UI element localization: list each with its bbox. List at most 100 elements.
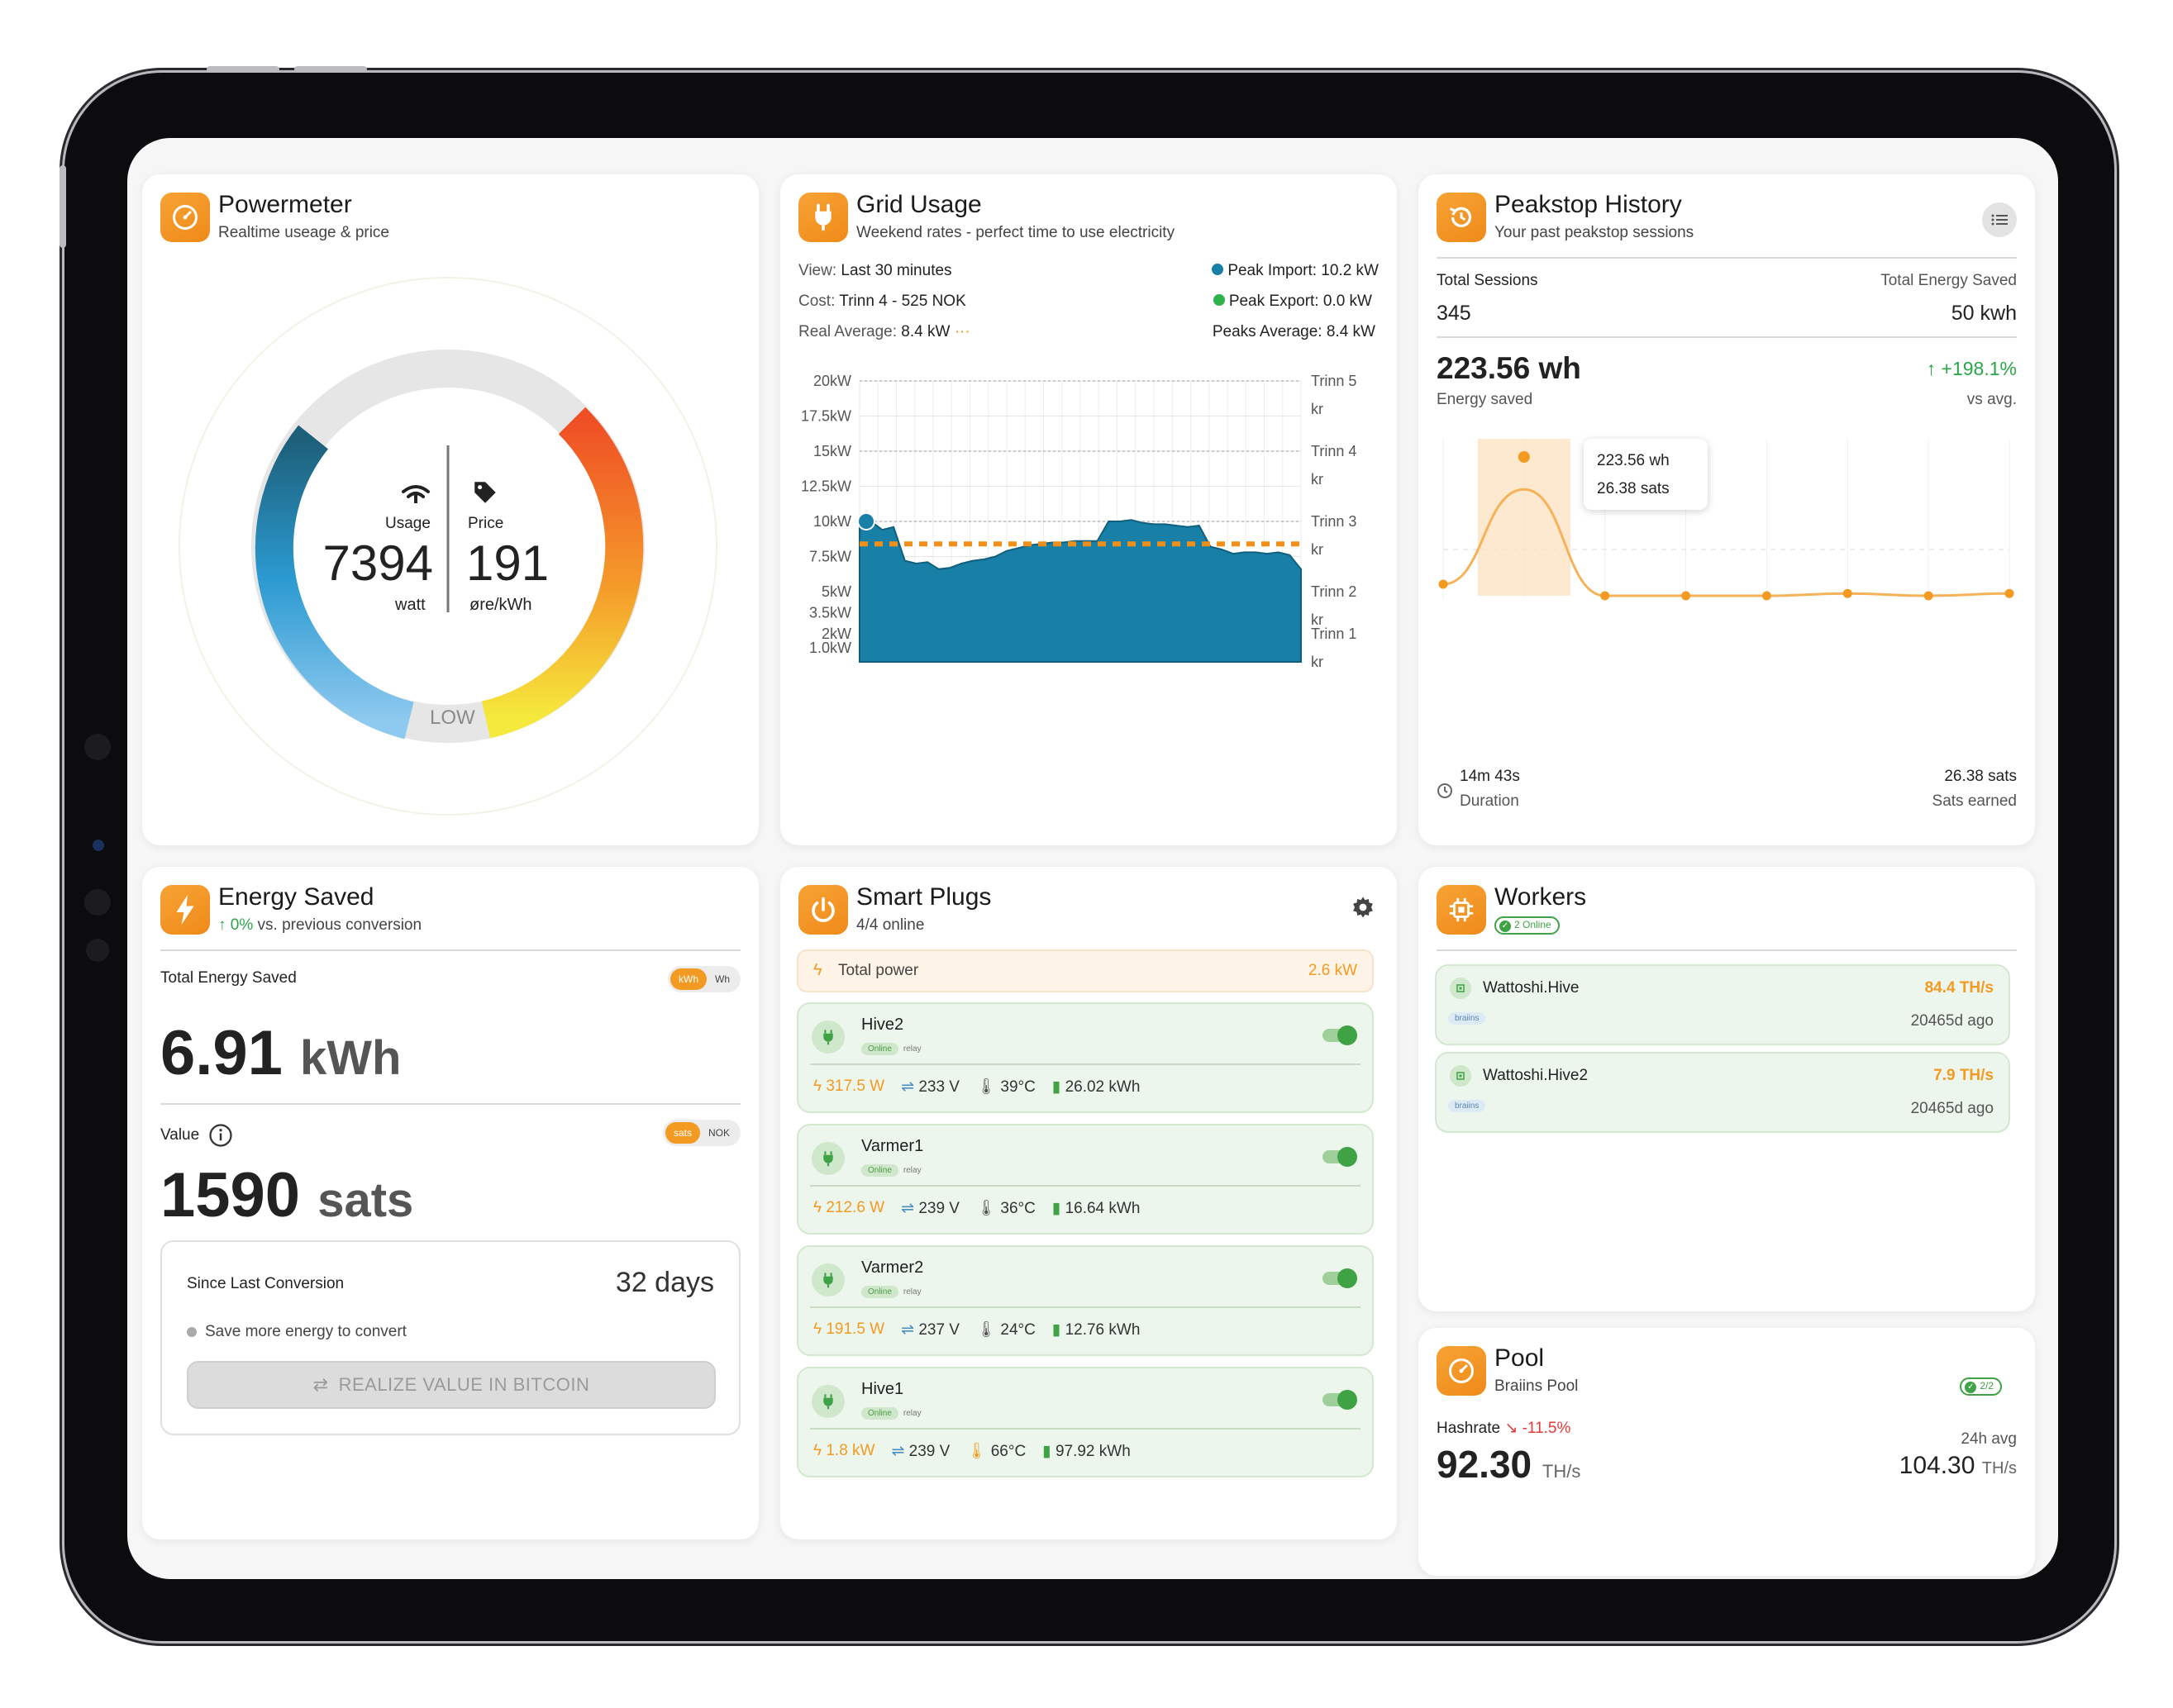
plug-toggle[interactable]: [1322, 1147, 1357, 1167]
pool-tag: braiins: [1448, 1100, 1486, 1112]
tier-unit: kr: [1311, 471, 1323, 488]
status-badge: Online: [861, 1286, 898, 1298]
savings-line: [1442, 488, 2010, 597]
card-title: Grid Usage: [856, 191, 982, 218]
plug-voltage: ⇌ 239 V: [891, 1442, 951, 1460]
usage-level: LOW: [430, 707, 475, 729]
plug-item[interactable]: Hive2 Online relay ϟ 317.5 W ⇌ 233 V 🌡 39…: [797, 1002, 1374, 1113]
lightning-icon: ϟ: [813, 961, 822, 979]
unit-option-kwh[interactable]: kWh: [670, 968, 707, 990]
y-tick-label: 10kW: [813, 513, 851, 530]
plug-energy: ▮ 26.02 kWh: [1051, 1078, 1141, 1096]
gauge-price-arc: [481, 407, 644, 739]
plug-item[interactable]: Varmer1 Online relay ϟ 212.6 W ⇌ 239 V 🌡 …: [797, 1124, 1374, 1235]
y-tick-label: 7.5kW: [809, 549, 851, 565]
avg-value: 104.30 TH/s: [1899, 1452, 2017, 1479]
list-icon: [1991, 214, 2008, 226]
plug-energy: ▮ 12.76 kWh: [1051, 1320, 1141, 1339]
saved-value: 223.56 wh: [1437, 351, 1581, 385]
currency-option-sats[interactable]: sats: [665, 1122, 700, 1144]
plug-temperature: 🌡 66°C: [966, 1443, 1027, 1460]
worker-item[interactable]: Wattoshi.Hive 84.4 TH/s braiins 20465d a…: [1435, 964, 2010, 1045]
plug-item[interactable]: Varmer2 Online relay ϟ 191.5 W ⇌ 237 V 🌡 …: [797, 1245, 1374, 1356]
power-button: [60, 165, 66, 248]
lightning-icon: [160, 885, 210, 935]
info-icon[interactable]: [208, 1123, 233, 1148]
sats-value: 1590 sats: [160, 1160, 414, 1230]
realize-bitcoin-button[interactable]: ⇄ REALIZE VALUE IN BITCOIN: [187, 1361, 716, 1409]
tier-unit: kr: [1311, 541, 1323, 558]
chart-tooltip: 223.56 wh 26.38 sats: [1584, 439, 1708, 510]
unit-toggle[interactable]: kWh Wh: [668, 966, 741, 992]
sessions-label: Total Sessions: [1437, 272, 1538, 289]
volume-down-button: [294, 66, 367, 73]
energy-total-value: 50 kwh: [1951, 302, 2017, 325]
powermeter-card: Powermeter Realtime useage & price: [142, 174, 759, 845]
total-power-value: 2.6 kW: [1308, 962, 1357, 979]
plug-icon: [812, 1263, 845, 1296]
sats-earned-label: Sats earned: [1932, 792, 2017, 810]
price-label: Price: [468, 515, 504, 532]
plug-toggle[interactable]: [1322, 1268, 1357, 1288]
status-badge: Online: [861, 1164, 898, 1177]
check-icon: ✓: [1499, 921, 1511, 932]
speedometer-icon: [1437, 1346, 1486, 1396]
gauge-usage-arc: [255, 425, 414, 740]
settings-gear-icon[interactable]: [1351, 895, 1375, 924]
delta-label: vs avg.: [1966, 391, 2017, 408]
currency-option-nok[interactable]: NOK: [708, 1127, 730, 1139]
plug-energy: ▮ 97.92 kWh: [1042, 1442, 1131, 1460]
convert-hint: Save more energy to convert: [187, 1323, 407, 1341]
sessions-value: 345: [1437, 302, 1471, 325]
selected-point: [1518, 451, 1530, 463]
card-title: Energy Saved: [218, 883, 374, 911]
history-icon: [1437, 193, 1486, 242]
peaks-average: Peaks Average: 8.4 kW: [1212, 323, 1375, 340]
plug-icon: [812, 1021, 845, 1054]
change-line: ↑ 0% vs. previous conversion: [218, 916, 422, 934]
y-tick-label: 3.5kW: [809, 605, 851, 621]
usage-value: 7394: [322, 535, 433, 591]
data-point: [2004, 588, 2014, 598]
tier-unit: kr: [1311, 654, 1323, 670]
tier-label: Trinn 1: [1311, 626, 1356, 642]
plug-icon: [812, 1142, 845, 1175]
plug-name: Hive2: [861, 1016, 904, 1034]
usage-area: [859, 519, 1302, 663]
y-tick-label: 17.5kW: [801, 408, 851, 425]
card-title: Powermeter: [218, 191, 352, 218]
plug-toggle[interactable]: [1322, 1390, 1357, 1410]
plug-toggle[interactable]: [1322, 1025, 1357, 1045]
average-info: Real Average: 8.4 kW ···: [798, 323, 970, 340]
since-value: 32 days: [615, 1267, 714, 1298]
trend-down-icon: ↘: [1504, 1420, 1518, 1437]
pool-tag: braiins: [1448, 1012, 1486, 1025]
smart-plugs-card: Smart Plugs 4/4 online ϟ Total power 2.6…: [780, 867, 1397, 1539]
data-point: [1600, 591, 1610, 601]
y-tick-label: 5kW: [822, 583, 851, 600]
unit-option-wh[interactable]: Wh: [715, 973, 730, 985]
currency-toggle[interactable]: sats NOK: [662, 1120, 741, 1146]
plug-name: Varmer2: [861, 1258, 924, 1277]
grid-usage-chart: 20kW 17.5kW 15kW 12.5kW 10kW 7.5kW 5kW 3.5kW 2kW…: [801, 373, 1356, 670]
usage-gauge: [179, 277, 717, 816]
card-subtitle: Realtime useage & price: [218, 224, 389, 241]
total-power-label: Total power: [838, 962, 919, 979]
worker-last-seen: 20465d ago: [1910, 1100, 1994, 1117]
plug-item[interactable]: Hive1 Online relay ϟ 1.8 kW ⇌ 239 V 🌡 66°…: [797, 1367, 1374, 1477]
worker-item[interactable]: Wattoshi.Hive2 7.9 TH/s braiins 20465d a…: [1435, 1052, 2010, 1133]
peak-import: Peak Import: 10.2 kW: [1212, 262, 1379, 280]
tier-label: Trinn 4: [1311, 443, 1356, 459]
worker-name: Wattoshi.Hive: [1483, 979, 1580, 997]
total-power-bar: ϟ Total power 2.6 kW: [797, 949, 1374, 992]
energy-saved-card: Energy Saved ↑ 0% vs. previous conversio…: [142, 867, 759, 1539]
plug-temperature: 🌡 24°C: [975, 1321, 1036, 1339]
energy-total-label: Total Energy Saved: [1880, 272, 2017, 289]
list-menu-button[interactable]: [1982, 202, 2017, 237]
arrow-up-icon: ↑: [1926, 358, 1942, 379]
conversion-box: Since Last Conversion 32 days Save more …: [160, 1240, 741, 1435]
price-unit: øre/kWh: [469, 596, 532, 614]
worker-last-seen: 20465d ago: [1910, 1012, 1994, 1030]
value-label: Value: [160, 1123, 233, 1148]
avg-label: 24h avg: [1961, 1430, 2017, 1448]
